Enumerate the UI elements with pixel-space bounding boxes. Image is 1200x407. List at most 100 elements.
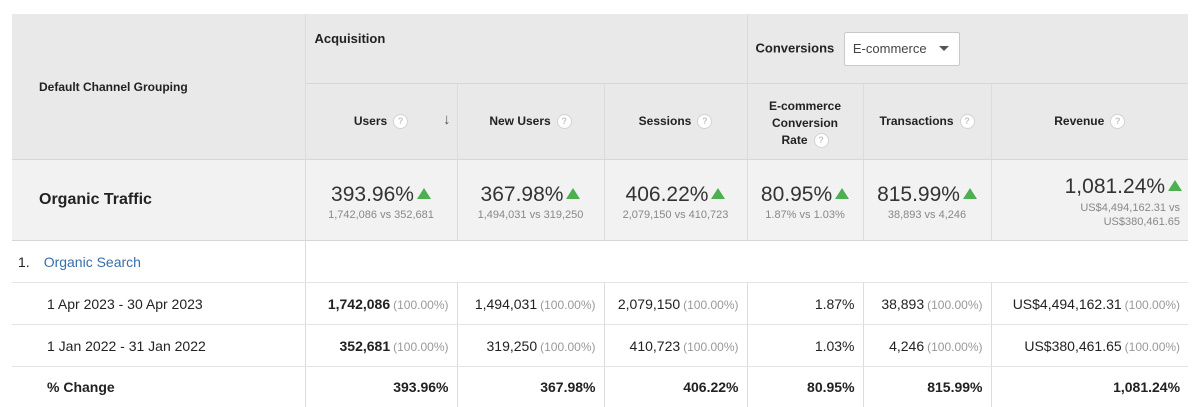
summary-revenue-compare-line2: US$380,461.65 [992,215,1181,229]
up-arrow-icon [835,188,849,199]
report-table: Default Channel Grouping Acquisition Con… [12,14,1188,407]
summary-label: Organic Traffic [12,160,305,241]
summary-users: 393.96% 1,742,086 vs 352,681 [305,160,457,241]
summary-users-pct: 393.96% [331,183,414,206]
summary-revenue-compare-line1: US$4,494,162.31 vs [992,201,1181,215]
up-arrow-icon [566,188,580,199]
value: 1,494,031 [475,296,537,312]
change-users: 393.96% [305,367,457,407]
share: (100.00%) [393,298,448,312]
row-users: 1,742,086(100.00%) [305,283,457,325]
summary-conv-rate: 80.95% 1.87% vs 1.03% [747,160,863,241]
conv-rate-header-line1: E-commerce [748,98,863,115]
revenue-header-label: Revenue [1054,114,1104,128]
share: (100.00%) [683,298,738,312]
help-icon[interactable]: ? [1110,114,1125,129]
column-header-conversion-rate[interactable]: E-commerce Conversion Rate? [747,84,863,160]
group-row-index: 1. [18,254,30,270]
column-header-new-users[interactable]: New Users? [457,84,604,160]
conversions-label: Conversions [756,40,835,55]
summary-revenue-pct: 1,081.24% [1065,175,1165,198]
summary-users-compare: 1,742,086 vs 352,681 [306,209,457,221]
summary-new-users: 367.98% 1,494,031 vs 319,250 [457,160,604,241]
summary-transactions-pct: 815.99% [877,183,960,206]
caret-down-icon [939,46,949,51]
column-header-revenue[interactable]: Revenue? [991,84,1188,160]
header-group-row: Default Channel Grouping Acquisition Con… [12,14,1188,84]
summary-revenue: 1,081.24% US$4,494,162.31 vs US$380,461.… [991,160,1188,241]
summary-sessions-pct: 406.22% [626,183,709,206]
transactions-header-label: Transactions [880,114,954,128]
summary-revenue-compare: US$4,494,162.31 vs US$380,461.65 [992,201,1189,229]
summary-new-users-compare: 1,494,031 vs 319,250 [458,209,604,221]
conv-rate-header-line3: Rate [782,133,808,147]
value: 352,681 [340,338,391,354]
value: 4,246 [889,338,924,354]
dimension-header[interactable]: Default Channel Grouping [12,14,305,160]
value: 38,893 [881,296,924,312]
up-arrow-icon [711,188,725,199]
help-icon[interactable]: ? [697,114,712,129]
up-arrow-icon [963,188,977,199]
help-icon[interactable]: ? [814,133,829,148]
group-row-blank [305,241,1188,283]
acquisition-group-header: Acquisition [305,14,747,84]
value: US$380,461.65 [1024,338,1121,354]
share: (100.00%) [927,340,982,354]
share: (100.00%) [540,340,595,354]
row-revenue: US$380,461.65 (100.00%) [991,325,1188,367]
row-transactions: 4,246(100.00%) [863,325,991,367]
row-date-range: 1 Apr 2023 - 30 Apr 2023 [12,283,305,325]
users-header-label: Users [354,114,387,128]
column-header-users[interactable]: Users? ↓ [305,84,457,160]
organic-search-link[interactable]: Organic Search [44,254,141,270]
conv-rate-header-line2: Conversion [748,115,863,132]
share: (100.00%) [683,340,738,354]
summary-new-users-pct: 367.98% [481,183,564,206]
change-revenue: 1,081.24% [991,367,1188,407]
summary-sessions: 406.22% 2,079,150 vs 410,723 [604,160,747,241]
conversions-group-header: Conversions E-commerce [747,14,1188,84]
value: 1,742,086 [328,296,390,312]
summary-transactions-compare: 38,893 vs 4,246 [864,209,991,221]
column-header-transactions[interactable]: Transactions? [863,84,991,160]
table-row: 1 Jan 2022 - 31 Jan 2022 352,681(100.00%… [12,325,1188,367]
share: (100.00%) [927,298,982,312]
share: (100.00%) [1125,298,1180,312]
change-conv-rate: 80.95% [747,367,863,407]
share: (100.00%) [393,340,448,354]
table-row: 1 Apr 2023 - 30 Apr 2023 1,742,086(100.0… [12,283,1188,325]
row-transactions: 38,893(100.00%) [863,283,991,325]
help-icon[interactable]: ? [393,114,408,129]
sort-arrow-down-icon[interactable]: ↓ [443,111,451,128]
row-new-users: 1,494,031(100.00%) [457,283,604,325]
value: 319,250 [487,338,538,354]
value: US$4,494,162.31 [1013,296,1122,312]
value: 2,079,150 [618,296,680,312]
summary-conv-rate-compare: 1.87% vs 1.03% [748,209,863,221]
share: (100.00%) [540,298,595,312]
change-transactions: 815.99% [863,367,991,407]
change-new-users: 367.98% [457,367,604,407]
help-icon[interactable]: ? [960,114,975,129]
row-users: 352,681(100.00%) [305,325,457,367]
row-conv-rate: 1.03% [747,325,863,367]
share: (100.00%) [1125,340,1180,354]
change-row: % Change 393.96% 367.98% 406.22% 80.95% … [12,367,1188,407]
row-sessions: 410,723(100.00%) [604,325,747,367]
row-sessions: 2,079,150(100.00%) [604,283,747,325]
summary-conv-rate-pct: 80.95% [761,183,832,206]
value: 410,723 [630,338,681,354]
row-revenue: US$4,494,162.31(100.00%) [991,283,1188,325]
change-label: % Change [12,367,305,407]
column-header-sessions[interactable]: Sessions? [604,84,747,160]
up-arrow-icon [1168,180,1182,191]
conversions-select-value: E-commerce [853,41,927,56]
new-users-header-label: New Users [489,114,550,128]
conversions-type-select[interactable]: E-commerce [844,32,960,66]
group-row: 1. Organic Search [12,241,1188,283]
help-icon[interactable]: ? [557,114,572,129]
change-sessions: 406.22% [604,367,747,407]
summary-sessions-compare: 2,079,150 vs 410,723 [605,209,747,221]
group-row-label: 1. Organic Search [12,241,305,283]
